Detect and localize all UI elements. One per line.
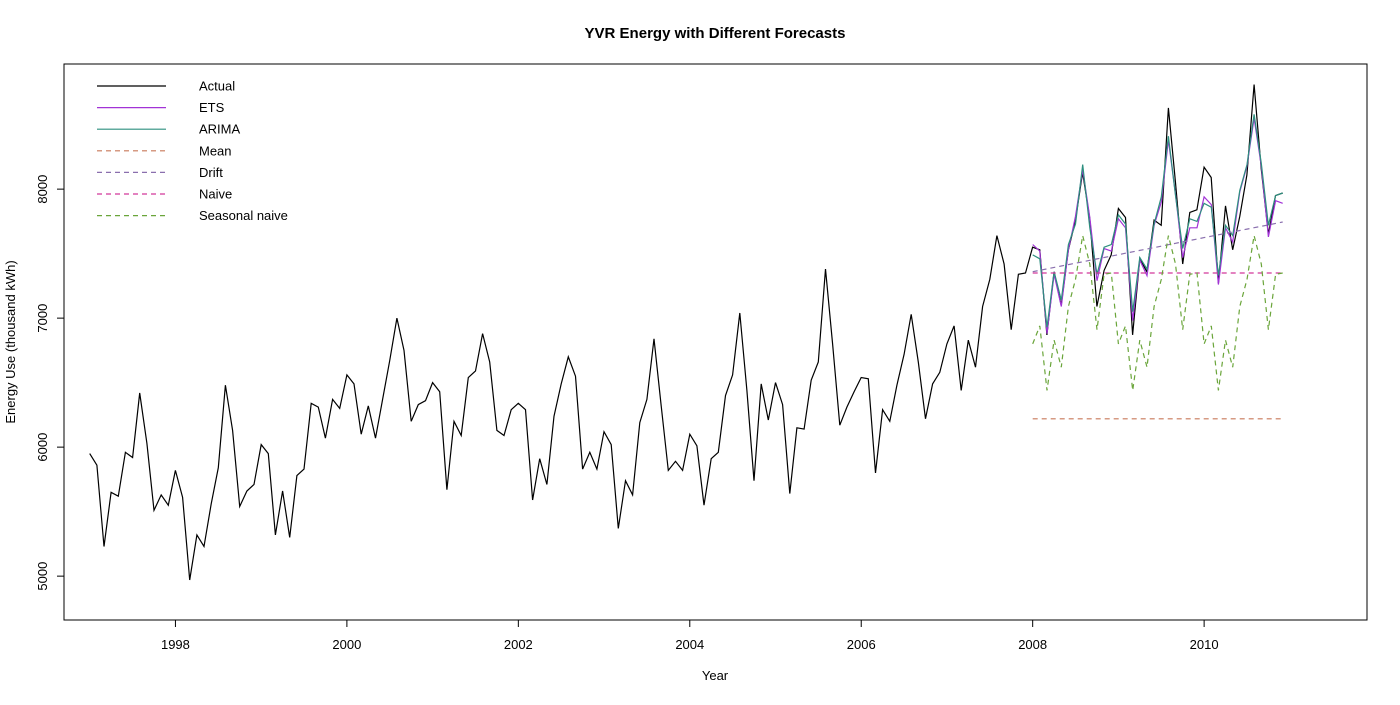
legend: Actual ETS ARIMA Mean Drift Naive Seasonal nai… [97, 79, 288, 223]
legend-label-naive: Naive [199, 187, 232, 202]
y-tick-label: 7000 [35, 304, 50, 333]
x-tick-label: 2008 [1018, 637, 1047, 652]
x-tick-label: 2004 [675, 637, 704, 652]
x-axis-label: Year [702, 668, 729, 683]
y-tick-label: 8000 [35, 175, 50, 204]
series-layer [89, 84, 1283, 581]
legend-label-ets: ETS [199, 100, 225, 115]
series-line-arima [1032, 114, 1283, 328]
legend-label-drift: Drift [199, 165, 223, 180]
legend-label-actual: Actual [199, 79, 235, 94]
chart-title: YVR Energy with Different Forecasts [585, 25, 846, 42]
series-line-seasonal-naive [1032, 235, 1283, 391]
y-axis: 5000 6000 7000 8000 [35, 175, 65, 591]
y-tick-label: 6000 [35, 433, 50, 462]
legend-label-mean: Mean [199, 143, 232, 158]
series-line-drift [1032, 221, 1283, 273]
x-tick-label: 2010 [1190, 637, 1219, 652]
x-axis: 1998 2000 2002 2004 2006 2008 2010 [161, 619, 1219, 652]
y-tick-label: 5000 [35, 562, 50, 591]
series-line-actual [89, 84, 1283, 581]
legend-label-arima: ARIMA [199, 122, 241, 137]
legend-label-seasonal-naive: Seasonal naive [199, 208, 288, 223]
x-tick-label: 1998 [161, 637, 190, 652]
y-axis-label: Energy Use (thousand kWh) [3, 260, 18, 423]
x-tick-label: 2006 [847, 637, 876, 652]
x-tick-label: 2002 [504, 637, 533, 652]
x-tick-label: 2000 [332, 637, 361, 652]
